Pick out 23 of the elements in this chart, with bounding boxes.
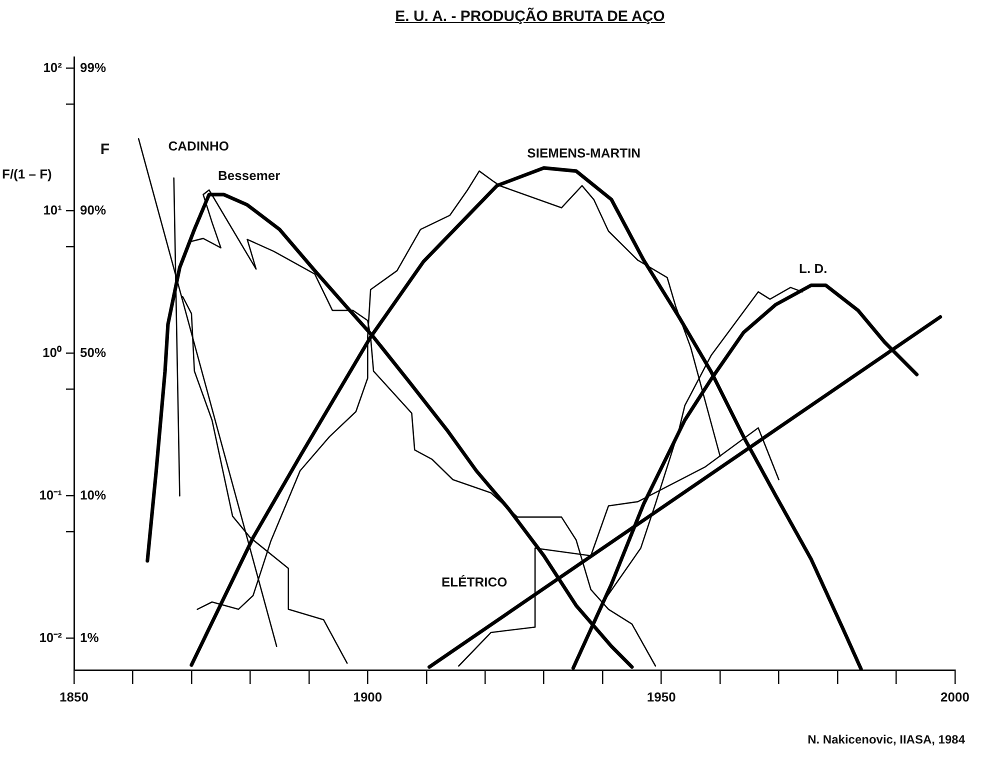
annotation: F: [100, 141, 110, 158]
x-tick-label: 2000: [940, 689, 970, 704]
y-axis-title: F/(1 – F): [2, 166, 52, 182]
annotation: 50%: [80, 344, 106, 360]
annotation: 10%: [80, 487, 106, 502]
x-tick-label: 1850: [60, 689, 88, 704]
annotation: 99%: [80, 60, 106, 75]
series-label: Bessemer: [218, 168, 280, 184]
y-tick-label: 10¹: [43, 202, 62, 218]
annotation: 90%: [80, 202, 106, 218]
y-tick-label: 10²: [43, 60, 63, 75]
y-tick-label: 10⁻²: [39, 630, 63, 645]
y-tick-label: 10⁰: [42, 344, 62, 360]
series-label: SIEMENS-MARTIN: [527, 145, 641, 160]
x-tick-label: 1950: [646, 689, 676, 704]
series-label: CADINHO: [168, 138, 229, 154]
series-label: ELÉTRICO: [441, 574, 508, 590]
y-tick-label: 10⁻¹: [39, 487, 62, 502]
chart-title: E. U. A. - PRODUÇÃO BRUTA DE AÇO: [394, 8, 666, 25]
text: N. Nakicenovic, IIASA, 1984: [808, 732, 966, 746]
x-tick-label: 1900: [353, 689, 382, 704]
series-label: L. D.: [799, 260, 828, 276]
annotation: 1%: [80, 630, 100, 645]
